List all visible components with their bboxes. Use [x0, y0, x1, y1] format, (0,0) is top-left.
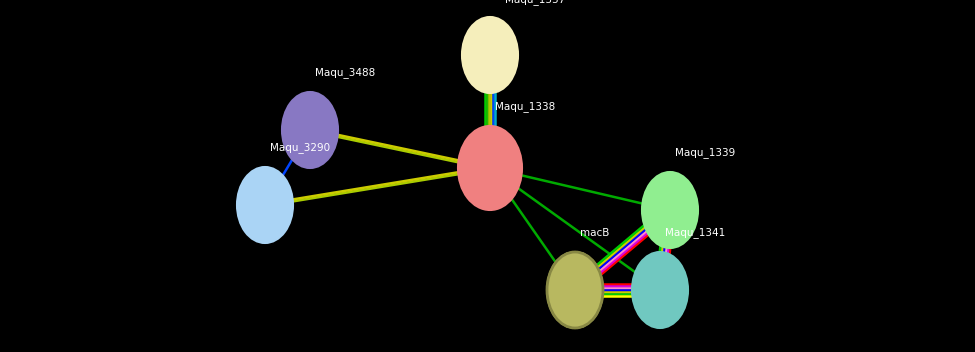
Text: macB: macB [580, 228, 609, 238]
Text: Maqu_3290: Maqu_3290 [270, 142, 331, 153]
Ellipse shape [462, 17, 518, 93]
Ellipse shape [547, 252, 603, 328]
Ellipse shape [642, 172, 698, 248]
Text: Maqu_3488: Maqu_3488 [315, 67, 375, 78]
Ellipse shape [632, 252, 688, 328]
Text: Maqu_1341: Maqu_1341 [665, 227, 725, 238]
Text: Maqu_1339: Maqu_1339 [675, 147, 735, 158]
Ellipse shape [282, 92, 338, 168]
Ellipse shape [458, 126, 522, 210]
Text: Maqu_1337: Maqu_1337 [505, 0, 566, 5]
Text: Maqu_1338: Maqu_1338 [495, 101, 555, 112]
Ellipse shape [237, 167, 293, 243]
